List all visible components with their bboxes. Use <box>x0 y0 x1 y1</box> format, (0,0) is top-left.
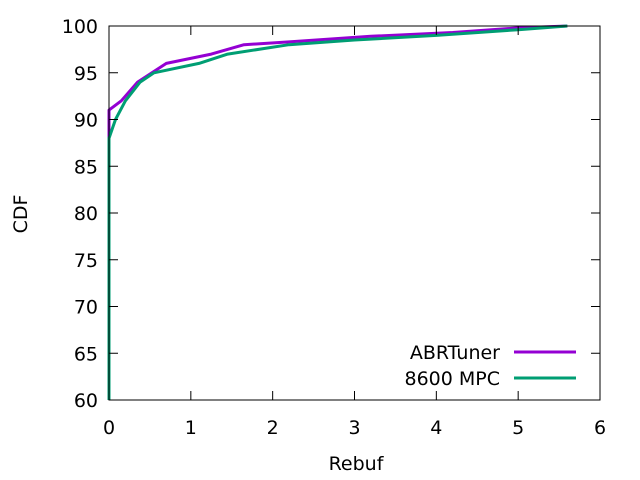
y-tick-label: 80 <box>74 203 98 225</box>
legend: ABRTuner 8600 MPC <box>404 342 576 390</box>
x-tick-label: 1 <box>185 417 197 439</box>
x-axis-label: Rebuf <box>329 453 385 475</box>
y-tick-label: 70 <box>74 297 98 319</box>
y-tick-label: 75 <box>74 250 98 272</box>
x-tick-label: 4 <box>430 417 442 439</box>
legend-label: ABRTuner <box>410 342 500 364</box>
x-tick-label: 0 <box>103 417 115 439</box>
x-tick-label: 3 <box>348 417 360 439</box>
legend-label: 8600 MPC <box>404 368 500 390</box>
x-tick-label: 2 <box>267 417 279 439</box>
y-axis-label: CDF <box>10 195 32 234</box>
y-tick-label: 85 <box>74 156 98 178</box>
x-tick-label: 5 <box>512 417 524 439</box>
y-tick-label: 95 <box>74 63 98 85</box>
y-tick-label: 60 <box>74 390 98 412</box>
plot-frame <box>108 25 601 401</box>
x-tick-label: 6 <box>594 417 606 439</box>
y-tick-label: 100 <box>62 16 98 38</box>
series-line-0 <box>107 24 568 400</box>
axis-ticks: 0 1 2 3 4 5 6 60 65 70 75 80 85 90 95 100 <box>62 16 606 439</box>
y-tick-label: 65 <box>74 343 98 365</box>
y-tick-label: 90 <box>74 110 98 132</box>
